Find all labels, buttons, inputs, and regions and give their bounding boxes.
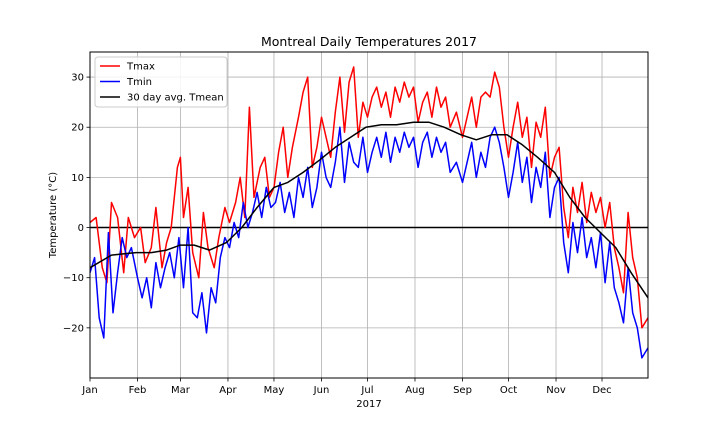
x-tick-label: Jan [81,385,97,396]
x-tick-label: Mar [171,385,191,396]
x-tick-label: Apr [219,385,237,396]
series-line-30-day-avg-tmean [89,121,649,299]
legend-box [94,56,228,108]
x-tick-label: Jun [313,385,330,396]
x-tick-label: Aug [405,385,425,396]
legend-label: Tmax [126,62,155,73]
x-tick-label: Jul [360,385,373,396]
legend-label: Tmin [126,77,152,88]
y-axis-label: Temperature (°C) [48,172,59,259]
x-tick-label: Nov [546,385,566,396]
plot-frame [89,51,649,379]
y-tick-label: −10 [63,273,84,284]
chart-title: Montreal Daily Temperatures 2017 [261,34,477,49]
y-tick-label: 10 [71,173,84,184]
x-tick-label: Dec [592,385,611,396]
series-line-tmin [89,126,649,359]
x-tick-label: Feb [129,385,147,396]
series-line-tmax [89,66,649,329]
x-tick-label: Oct [500,385,517,396]
y-tick-label: 20 [71,123,84,134]
series-layer [89,66,649,359]
x-axis-label: 2017 [356,399,381,410]
x-tick-label: Sep [453,385,472,396]
y-axis-ticks: −20 −10 0 10 20 30 [63,73,90,334]
y-tick-label: 0 [78,223,84,234]
y-tick-label: −20 [63,323,84,334]
y-tick-label: 30 [71,73,84,84]
legend: Tmax Tmin 30 day avg. Tmean [94,56,228,108]
x-axis-ticks: Jan Feb Mar Apr May Jun Jul Aug Sep Oct Nov Dec [81,378,612,396]
legend-label: 30 day avg. Tmean [127,93,224,104]
x-tick-label: May [264,385,285,396]
